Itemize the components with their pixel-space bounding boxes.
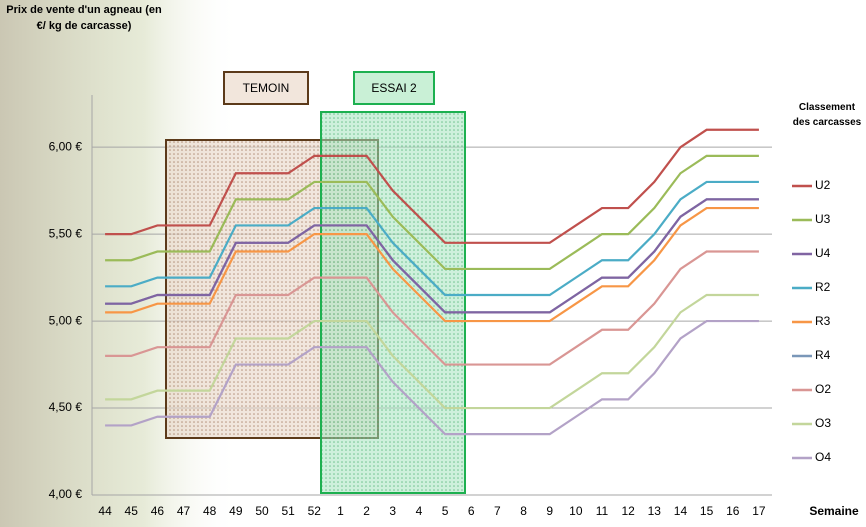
x-tick-label: 4 bbox=[416, 504, 423, 518]
x-tick-label: 9 bbox=[546, 504, 553, 518]
y-tick-label: 4,50 € bbox=[49, 400, 83, 414]
x-tick-label: 7 bbox=[494, 504, 501, 518]
annotation-label-box bbox=[353, 71, 435, 105]
series-line bbox=[105, 128, 759, 244]
x-tick-label: 11 bbox=[596, 504, 609, 518]
annotation-box bbox=[320, 111, 466, 494]
series-line bbox=[105, 319, 759, 436]
x-tick-label: 1 bbox=[337, 504, 344, 518]
x-tick-label: 49 bbox=[229, 504, 243, 518]
y-tick-label: 5,50 € bbox=[49, 226, 83, 240]
x-tick-label: 17 bbox=[752, 504, 766, 518]
x-tick-label: 15 bbox=[700, 504, 714, 518]
x-tick-label: 44 bbox=[98, 504, 112, 518]
annotation-label-box bbox=[223, 71, 309, 105]
x-tick-label: 16 bbox=[726, 504, 740, 518]
x-tick-label: 8 bbox=[520, 504, 527, 518]
y-axis-label: Prix de vente d'un agneau (en €/ kg de c… bbox=[6, 4, 162, 32]
x-tick-label: 10 bbox=[569, 504, 583, 518]
legend-label: O4 bbox=[815, 450, 831, 464]
legend-label: R3 bbox=[815, 314, 831, 328]
legend-label: O2 bbox=[815, 382, 831, 396]
x-tick-label: 3 bbox=[389, 504, 396, 518]
series-line bbox=[105, 154, 759, 271]
x-tick-label: 5 bbox=[442, 504, 449, 518]
legend-label: U4 bbox=[815, 246, 831, 260]
series-line bbox=[105, 206, 759, 323]
series-line bbox=[105, 180, 759, 297]
x-axis-label: Semaine bbox=[809, 504, 859, 518]
series-line bbox=[105, 293, 759, 410]
y-tick-label: 6,00 € bbox=[49, 139, 83, 153]
x-tick-label: 50 bbox=[255, 504, 269, 518]
y-tick-label: 4,00 € bbox=[49, 487, 83, 501]
x-tick-label: 47 bbox=[177, 504, 191, 518]
legend-label: O3 bbox=[815, 416, 831, 430]
series-line bbox=[105, 198, 759, 314]
x-tick-label: 2 bbox=[363, 504, 370, 518]
legend-label: R4 bbox=[815, 348, 831, 362]
legend-label: R2 bbox=[815, 280, 831, 294]
x-tick-label: 48 bbox=[203, 504, 217, 518]
x-tick-label: 45 bbox=[125, 504, 139, 518]
x-tick-label: 6 bbox=[468, 504, 475, 518]
annotation: ESSAI 2 bbox=[371, 81, 417, 95]
x-tick-label: 14 bbox=[674, 504, 688, 518]
annotation: TEMOIN bbox=[243, 81, 290, 95]
legend-label: U3 bbox=[815, 212, 831, 226]
x-tick-label: 52 bbox=[308, 504, 322, 518]
series-line bbox=[105, 250, 759, 366]
x-tick-label: 12 bbox=[621, 504, 635, 518]
x-tick-label: 51 bbox=[281, 504, 295, 518]
y-tick-label: 5,00 € bbox=[49, 313, 83, 327]
legend-title: Classement des carcasses bbox=[792, 102, 862, 128]
x-tick-label: 13 bbox=[648, 504, 662, 518]
legend-label: U2 bbox=[815, 178, 831, 192]
x-tick-label: 46 bbox=[151, 504, 165, 518]
